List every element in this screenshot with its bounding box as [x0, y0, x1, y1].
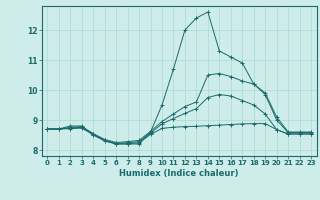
X-axis label: Humidex (Indice chaleur): Humidex (Indice chaleur): [119, 169, 239, 178]
